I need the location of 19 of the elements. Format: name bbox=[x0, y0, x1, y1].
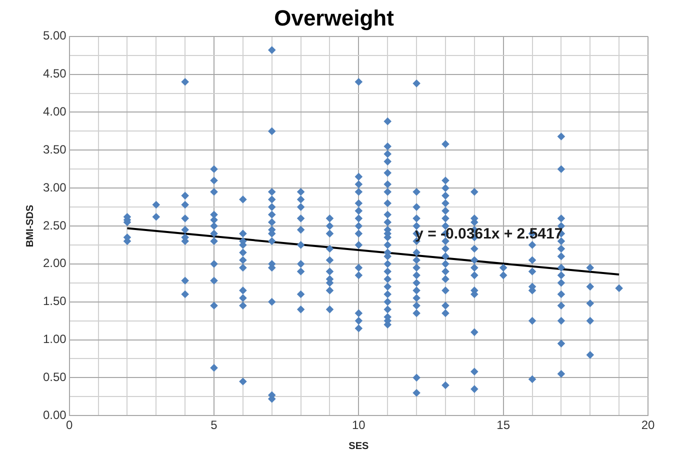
y-tick-label: 5.00 bbox=[42, 28, 67, 43]
y-tick-label: 1.50 bbox=[42, 294, 67, 308]
y-tick-label: 0.50 bbox=[42, 370, 67, 384]
y-tick-label: 0.00 bbox=[42, 408, 67, 422]
x-tick-label: 5 bbox=[210, 418, 218, 432]
x-tick-label: 10 bbox=[352, 418, 366, 432]
y-tick-label: 3.00 bbox=[42, 180, 67, 194]
y-axis-title: BMI-SDS bbox=[24, 204, 36, 248]
y-tick-label: 2.00 bbox=[42, 256, 67, 270]
y-tick-label: 3.50 bbox=[42, 142, 67, 156]
x-tick-label: 20 bbox=[641, 418, 655, 432]
y-tick-label: 4.00 bbox=[42, 104, 67, 119]
y-tick-label: 4.50 bbox=[42, 66, 67, 81]
y-tick-label: 2.50 bbox=[42, 218, 67, 232]
chart-title: Overweight bbox=[274, 5, 395, 30]
x-tick-label: 0 bbox=[66, 418, 74, 432]
x-tick-label: 15 bbox=[496, 418, 510, 432]
x-axis-title: SES bbox=[348, 440, 370, 452]
y-tick-label: 1.00 bbox=[42, 332, 67, 346]
